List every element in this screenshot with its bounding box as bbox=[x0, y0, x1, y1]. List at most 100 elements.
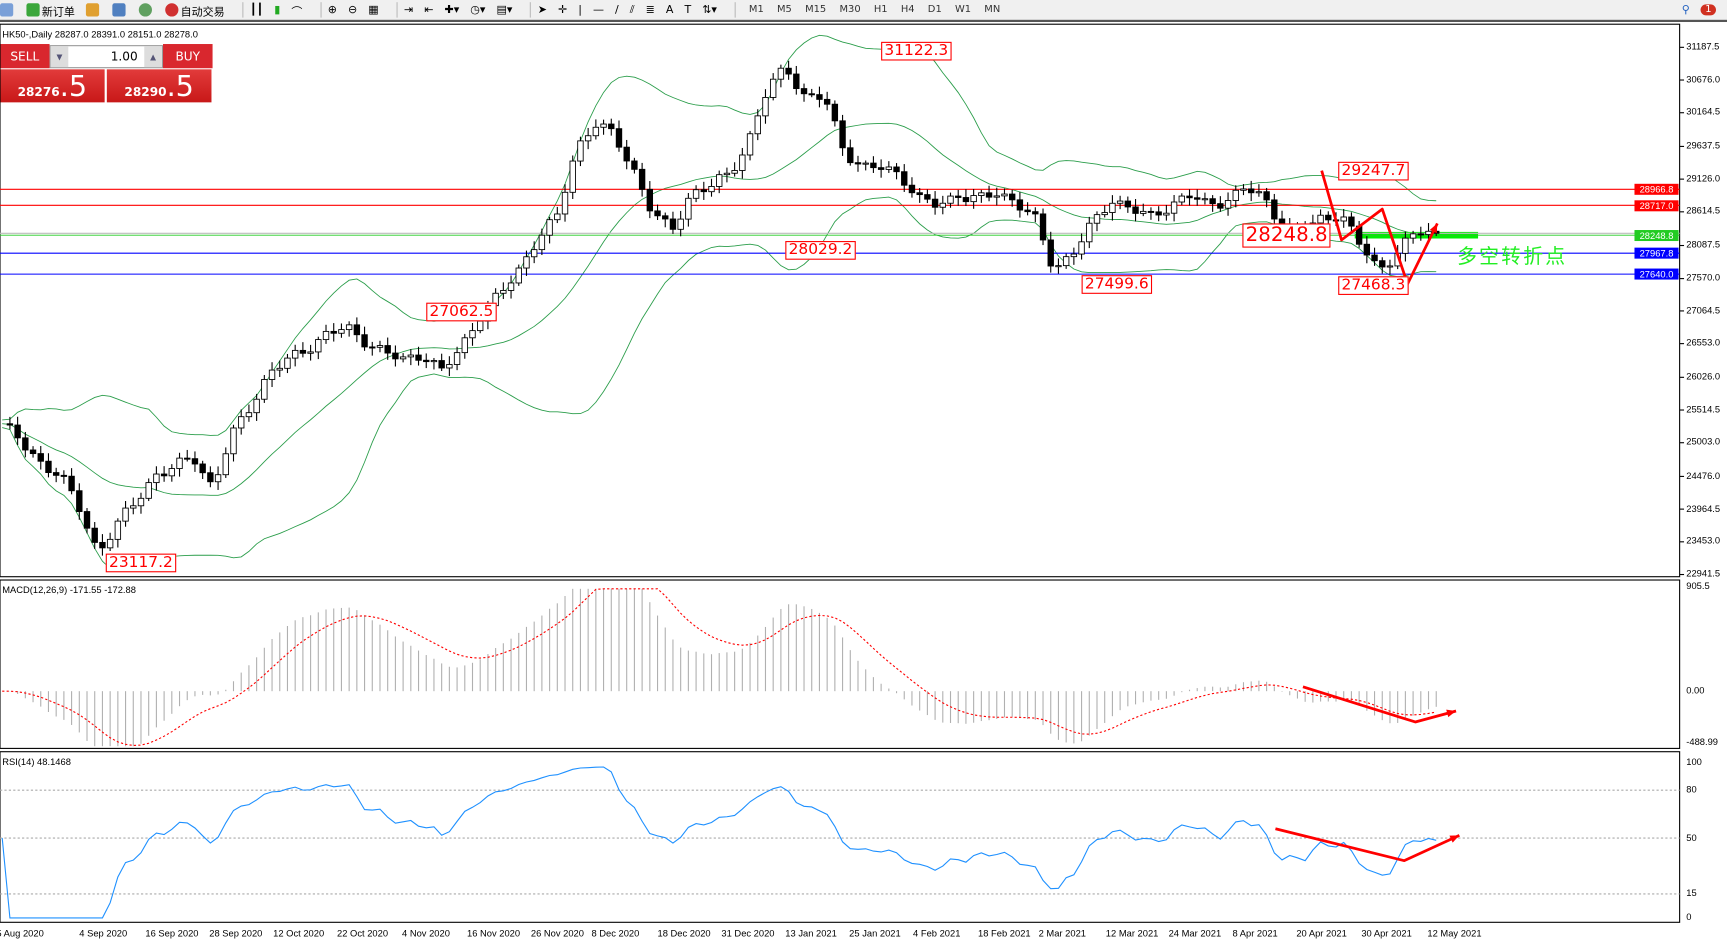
line-chart-button[interactable]: ⌒ bbox=[291, 6, 303, 19]
date-label: 12 Oct 2020 bbox=[273, 927, 325, 939]
bull-candle bbox=[446, 364, 453, 369]
date-label: 4 Sep 2020 bbox=[79, 927, 128, 939]
chart-shift-button[interactable]: ⇤ bbox=[424, 3, 434, 16]
bull-candle bbox=[1070, 253, 1078, 258]
fibonacci-tool[interactable]: ≣ bbox=[645, 3, 655, 16]
bull-candle bbox=[137, 497, 145, 507]
timeframe-m5[interactable]: M5 bbox=[776, 4, 792, 16]
horizontal-line-tool[interactable]: — bbox=[592, 3, 604, 16]
timeframe-h1[interactable]: H1 bbox=[873, 4, 888, 16]
buy-button[interactable]: BUY bbox=[163, 44, 213, 69]
price-tick-label: 24476.0 bbox=[1686, 469, 1721, 481]
bear-candle bbox=[99, 541, 106, 549]
new-chart-button[interactable] bbox=[0, 3, 15, 17]
separator bbox=[242, 2, 244, 18]
bear-candle bbox=[1132, 206, 1139, 214]
bull-candle bbox=[577, 140, 584, 162]
timeframe-h4[interactable]: H4 bbox=[900, 4, 915, 16]
timeframe-mn[interactable]: MN bbox=[984, 4, 1001, 16]
date-label: 4 Feb 2021 bbox=[913, 927, 961, 939]
timeframe-w1[interactable]: W1 bbox=[954, 4, 972, 16]
bull-candle bbox=[315, 339, 322, 353]
zoom-out-button[interactable]: ⊖ bbox=[347, 3, 358, 16]
bull-candle bbox=[507, 282, 515, 291]
metaeditor-button[interactable] bbox=[85, 3, 101, 17]
text-tool[interactable]: A bbox=[665, 3, 674, 16]
bull-candle bbox=[276, 367, 283, 371]
vertical-line-tool[interactable]: | bbox=[578, 3, 582, 16]
bear-candle bbox=[1039, 213, 1047, 241]
tile-windows-button[interactable]: ▦ bbox=[368, 3, 379, 16]
buy-price-button[interactable]: 28290.5 bbox=[106, 69, 212, 103]
zoom-in-button[interactable]: ⊕ bbox=[327, 3, 337, 16]
annotation-label[interactable]: 29247.7 bbox=[1338, 161, 1409, 181]
bull-candle bbox=[253, 398, 260, 414]
annotation-label[interactable]: 27062.5 bbox=[426, 302, 497, 322]
bull-candle bbox=[261, 379, 268, 400]
bear-candle bbox=[816, 94, 823, 100]
signals-button[interactable] bbox=[138, 3, 154, 17]
new-order-button[interactable]: 新订单 bbox=[26, 2, 75, 19]
annotation-low[interactable]: 23117.2 bbox=[105, 553, 177, 573]
bear-candle bbox=[361, 334, 368, 348]
navigator-button[interactable] bbox=[112, 3, 127, 17]
bear-candle bbox=[1124, 200, 1132, 208]
lot-increase-button[interactable]: ▲ bbox=[144, 46, 162, 68]
bear-candle bbox=[184, 457, 191, 460]
bear-candle bbox=[1348, 216, 1355, 227]
main-panel-border bbox=[0, 23, 1681, 578]
label-tool[interactable]: T bbox=[684, 3, 692, 16]
price-tick-label: 23964.5 bbox=[1686, 502, 1721, 514]
lot-value[interactable]: 1.00 bbox=[110, 49, 138, 64]
turning-point-text[interactable]: 多空转折点 bbox=[1457, 245, 1568, 269]
periods-button[interactable]: ◷▾ bbox=[470, 3, 486, 16]
bull-candle bbox=[145, 482, 152, 499]
annotation-label[interactable]: 28029.2 bbox=[785, 241, 856, 260]
arrows-tool[interactable]: ⇅▾ bbox=[702, 3, 717, 16]
auto-trading-button[interactable]: 自动交易 bbox=[165, 2, 225, 19]
bull-candle bbox=[1178, 195, 1185, 203]
bull-candle bbox=[338, 329, 345, 334]
bull-candle bbox=[1232, 189, 1239, 201]
separator bbox=[529, 2, 532, 18]
bear-candle bbox=[199, 463, 206, 474]
cursor-tool[interactable]: ➤ bbox=[537, 3, 547, 16]
crosshair-tool[interactable]: ✛ bbox=[557, 3, 568, 16]
bull-candle bbox=[106, 538, 114, 549]
sell-price-button[interactable]: 28276.5 bbox=[0, 69, 105, 103]
annotation-high[interactable]: 31122.3 bbox=[881, 41, 952, 61]
bull-candle bbox=[1240, 188, 1247, 191]
candle-chart-button[interactable]: ▮ bbox=[274, 3, 281, 16]
date-label: 28 Sep 2020 bbox=[209, 927, 263, 939]
trendline-tool[interactable]: / bbox=[614, 3, 619, 16]
templates-button[interactable]: ▤▾ bbox=[496, 3, 513, 16]
timeframe-m1[interactable]: M1 bbox=[748, 4, 764, 16]
bar-chart-button[interactable]: ┃┃ bbox=[250, 3, 264, 16]
bear-candle bbox=[700, 189, 707, 193]
lot-size-input[interactable]: ▼ 1.00 ▲ bbox=[49, 45, 164, 69]
timeframe-d1[interactable]: D1 bbox=[927, 4, 942, 16]
bear-candle bbox=[299, 349, 307, 354]
lot-decrease-button[interactable]: ▼ bbox=[50, 46, 69, 68]
bear-candle bbox=[160, 473, 168, 477]
timeframe-m30[interactable]: M30 bbox=[839, 4, 861, 16]
bear-candle bbox=[1047, 239, 1054, 267]
search-icon[interactable]: ⚲ bbox=[1681, 3, 1690, 16]
notifications-button[interactable]: 1 bbox=[1700, 4, 1716, 16]
indicators-button[interactable]: ✚▾ bbox=[444, 3, 460, 16]
annotation-neckline[interactable]: 28248.8 bbox=[1242, 223, 1331, 248]
bear-candle bbox=[646, 188, 654, 212]
price-tick-label: 25514.5 bbox=[1686, 403, 1721, 415]
date-label: 16 Nov 2020 bbox=[466, 927, 521, 939]
bull-candle bbox=[1201, 198, 1209, 201]
sell-button[interactable]: SELL bbox=[0, 44, 50, 69]
annotation-label[interactable]: 27499.6 bbox=[1081, 275, 1152, 294]
autoscroll-button[interactable]: ⇥ bbox=[403, 3, 414, 16]
date-label: 8 Dec 2020 bbox=[591, 927, 640, 939]
macd-panel-border bbox=[0, 579, 1681, 749]
channel-tool[interactable]: ⫽ bbox=[629, 3, 635, 16]
timeframe-m15[interactable]: M15 bbox=[805, 4, 827, 16]
annotation-label[interactable]: 27468.3 bbox=[1338, 276, 1409, 295]
bull-candle bbox=[600, 123, 607, 128]
